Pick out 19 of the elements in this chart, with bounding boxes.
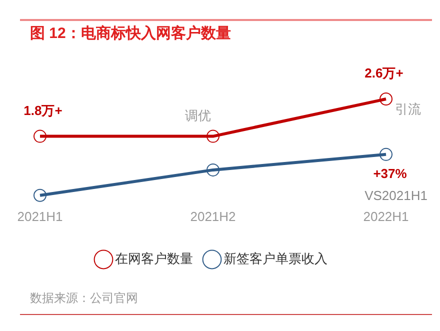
point: [380, 92, 392, 106]
annotation: +37%: [373, 166, 408, 182]
point: [34, 188, 46, 202]
annotation: 引流: [395, 102, 421, 117]
chart-title: 图 12：电商标快入网客户数量: [30, 24, 231, 43]
annotation: 1.8万+: [24, 102, 63, 118]
point: [206, 130, 220, 143]
x-tick-label: 2022H1: [363, 208, 409, 224]
legend-label: 在网客户数量: [115, 251, 193, 266]
annotation: VS2021H1: [364, 188, 428, 204]
annotation: 调优: [185, 108, 211, 123]
x-tick-label: 2021H2: [190, 208, 236, 224]
source-note: 数据来源：公司官网: [30, 290, 138, 307]
point: [380, 148, 392, 161]
x-tick-label: 2021H1: [17, 208, 63, 224]
legend-label: 新签客户单票收入: [224, 251, 328, 266]
point: [206, 163, 220, 176]
annotation: 2.6万+: [364, 66, 404, 81]
point: [34, 130, 46, 143]
